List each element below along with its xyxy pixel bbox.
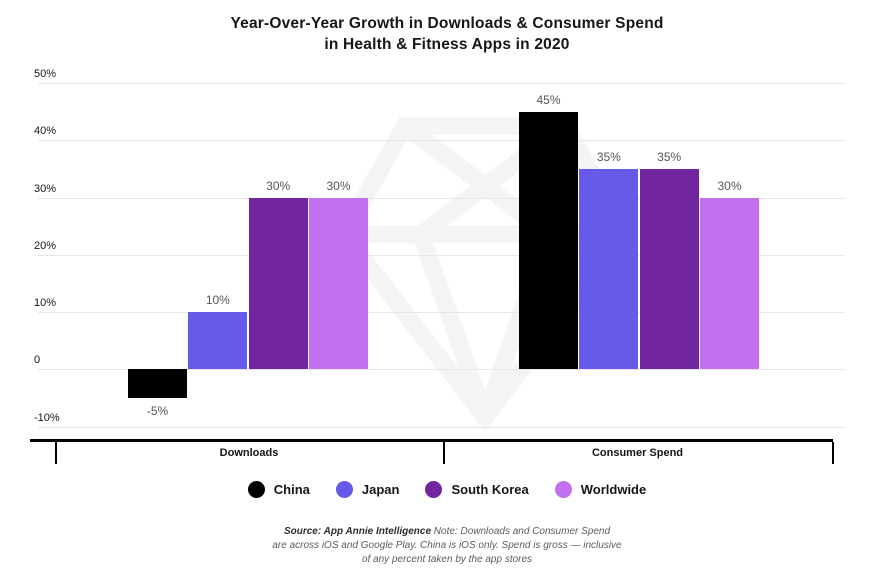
note-line2: are across iOS and Google Play. China is…: [272, 540, 622, 551]
value-label-china-downloads: -5%: [146, 404, 169, 419]
legend-item-china: China: [247, 481, 310, 498]
source-note: Source: App Annie Intelligence Note: Dow…: [0, 525, 894, 567]
legend-swatch-worldwide: [554, 481, 572, 498]
legend-label-china: China: [273, 482, 310, 497]
chart-title-line2: in Health & Fitness Apps in 2020: [324, 36, 570, 53]
legend-swatch-china: [247, 481, 265, 498]
bar-worldwide-downloads: [308, 197, 368, 370]
category-label-consumer-spend: Consumer Spend: [591, 447, 684, 459]
bar-japan-downloads: [188, 312, 248, 370]
value-label-south-korea-downloads: 30%: [266, 178, 291, 193]
gridline-0: [38, 369, 845, 371]
y-tick-label-10: 10%: [34, 297, 57, 310]
source-label: Source: App Annie Intelligence: [283, 526, 432, 537]
x-axis-baseline: [30, 439, 833, 442]
y-tick-label-50: 50%: [34, 68, 57, 81]
chart-title: Year-Over-Year Growth in Downloads & Con…: [0, 13, 894, 55]
bar-japan-consumer-spend: [579, 168, 639, 370]
x-axis-tick-2: [832, 442, 834, 464]
gridline-40: [38, 140, 845, 142]
value-label-worldwide-downloads: 30%: [326, 178, 351, 193]
y-tick-label-0: 0: [34, 354, 41, 367]
y-tick-label-20: 20%: [34, 239, 57, 252]
value-label-south-korea-consumer-spend: 35%: [657, 149, 682, 164]
note-line3: of any percent taken by the app stores: [361, 554, 533, 565]
value-label-worldwide-consumer-spend: 30%: [717, 178, 742, 193]
gridline-20: [38, 254, 845, 256]
plot-area: 50% 40% 30% 20% 10% 0 -10% -5% 10% 30% 30% 45% 35% 35…: [30, 68, 845, 464]
legend-item-south-korea: South Korea: [425, 481, 529, 498]
bar-china-consumer-spend: [519, 111, 578, 370]
value-label-japan-downloads: 10%: [205, 293, 230, 308]
y-tick-label-30: 30%: [34, 182, 57, 195]
gridline-10: [38, 312, 845, 314]
note-line1: Note: Downloads and Consumer Spend: [431, 526, 611, 537]
legend-label-worldwide: Worldwide: [580, 482, 647, 497]
value-label-japan-consumer-spend: 35%: [596, 149, 621, 164]
value-label-china-consumer-spend: 45%: [536, 92, 561, 107]
bar-worldwide-consumer-spend: [699, 197, 759, 370]
gridline-30: [38, 197, 845, 199]
legend-item-worldwide: Worldwide: [554, 481, 647, 498]
y-tick-label--10: -10%: [34, 411, 60, 424]
x-axis-tick-0: [55, 442, 57, 464]
bar-south-korea-downloads: [248, 197, 308, 370]
bar-south-korea-consumer-spend: [639, 168, 699, 370]
y-tick-label-40: 40%: [34, 125, 57, 138]
legend-item-japan: Japan: [335, 481, 400, 498]
category-label-downloads: Downloads: [219, 447, 279, 459]
x-axis-tick-1: [443, 442, 445, 464]
bar-china-downloads: [128, 369, 187, 399]
legend-swatch-japan: [335, 481, 353, 498]
legend-swatch-south-korea: [425, 481, 443, 498]
legend-label-japan: Japan: [361, 482, 400, 497]
chart-title-line1: Year-Over-Year Growth in Downloads & Con…: [230, 15, 664, 32]
gridline-50: [38, 83, 845, 85]
gridline--10: [38, 426, 845, 428]
legend: China Japan South Korea Worldwide: [0, 481, 894, 498]
legend-label-south-korea: South Korea: [451, 482, 529, 497]
